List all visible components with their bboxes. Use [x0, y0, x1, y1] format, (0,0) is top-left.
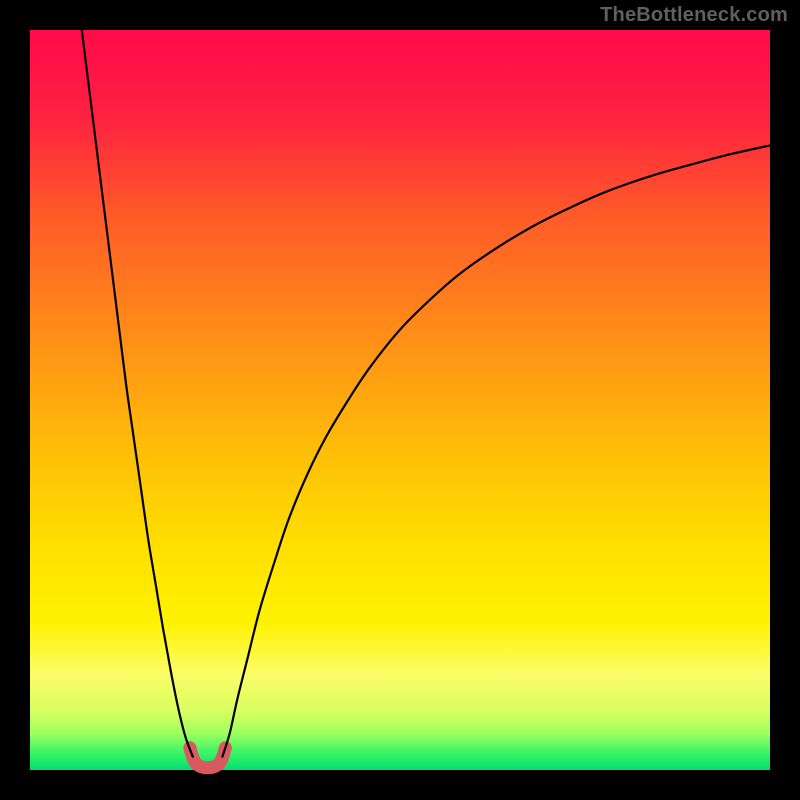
bottleneck-chart [0, 0, 800, 800]
gradient-plot-area [30, 30, 770, 770]
watermark-text: TheBottleneck.com [600, 4, 788, 27]
chart-frame: TheBottleneck.com [0, 0, 800, 800]
